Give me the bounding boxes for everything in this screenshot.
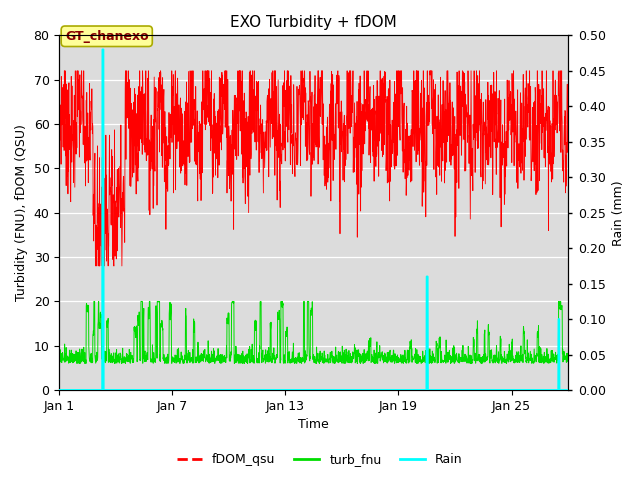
Y-axis label: Turbidity (FNU), fDOM (QSU): Turbidity (FNU), fDOM (QSU) (15, 124, 28, 301)
Text: GT_chanexo: GT_chanexo (65, 30, 148, 43)
X-axis label: Time: Time (298, 419, 329, 432)
Y-axis label: Rain (mm): Rain (mm) (612, 180, 625, 246)
Title: EXO Turbidity + fDOM: EXO Turbidity + fDOM (230, 15, 397, 30)
Legend: fDOM_qsu, turb_fnu, Rain: fDOM_qsu, turb_fnu, Rain (172, 448, 468, 471)
